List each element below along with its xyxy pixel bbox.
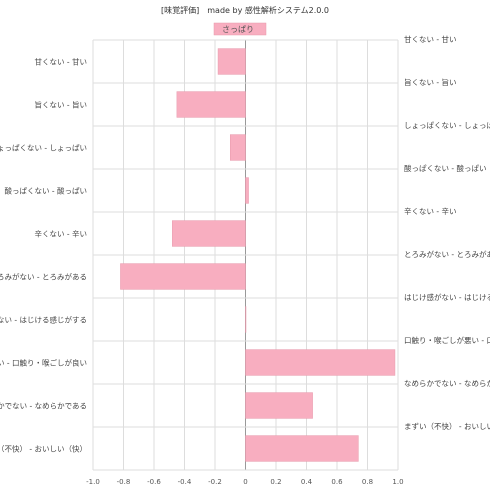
bar[interactable]	[245, 435, 359, 462]
category-label-left: 酸っぱくない - 酸っぱい	[5, 186, 87, 196]
legend-swatch	[213, 22, 267, 36]
bar[interactable]	[176, 91, 246, 118]
x-tick-label: -0.8	[117, 478, 131, 486]
x-tick-label: -0.2	[208, 478, 222, 486]
bar[interactable]	[245, 349, 396, 376]
category-label-right: 甘くない - 甘い	[404, 34, 456, 44]
bar[interactable]	[217, 48, 246, 75]
bar[interactable]	[245, 392, 313, 419]
chart-title: [味覚評価] made by 感性解析システム2.0.0	[161, 5, 329, 15]
x-axis-ticks: -1.0 -0.8 -0.6 -0.4 -0.2 0 0.2 0.4 0.6 0.8 1.0	[86, 478, 403, 486]
category-label-left: 旨くない - 旨い	[35, 101, 87, 110]
category-label-left: 辛くない - 辛い	[35, 229, 87, 239]
bar[interactable]	[230, 134, 246, 161]
bar[interactable]	[120, 263, 246, 290]
category-label-left: はじけない - はじける感じがする	[0, 315, 87, 325]
x-tick-label: 1.0	[392, 478, 403, 486]
category-label-left: とろみがない - とろみがある	[0, 272, 87, 282]
category-label-right: 口触り・喉ごしが悪い - 口触り・喉ごしが良い	[404, 335, 490, 345]
category-label-right: なめらかでない - なめらかである	[404, 379, 490, 388]
x-tick-label: 0.4	[301, 478, 313, 486]
legend-label: さっぱり	[222, 25, 254, 34]
x-tick-label: 0.6	[331, 478, 343, 486]
category-label-right: 酸っぱくない - 酸っぱい	[404, 163, 486, 173]
x-tick-label: -0.6	[147, 478, 161, 486]
bar[interactable]	[172, 220, 246, 247]
grid	[92, 39, 399, 471]
category-label-left: 甘くない - 甘い	[35, 57, 87, 67]
category-label-right: 辛くない - 辛い	[404, 206, 456, 216]
category-label-left: まずい（不快） - おいしい（快）	[0, 444, 87, 454]
category-label-right: しょっぱくない - しょっぱい	[404, 121, 490, 130]
x-tick-label: -1.0	[86, 478, 100, 486]
category-label-right: まずい（不快） - おいしい（快）	[404, 421, 490, 431]
category-label-left: 口触りが悪い - 口触り・喉ごしが良い	[0, 358, 87, 368]
x-tick-label: 0.2	[270, 478, 281, 486]
category-label-left: なめらかでない - なめらかである	[0, 402, 87, 411]
x-tick-label: 0.8	[362, 478, 373, 486]
bar[interactable]	[245, 306, 247, 333]
bar[interactable]	[245, 177, 249, 204]
bars	[120, 48, 396, 462]
x-tick-label: -0.4	[178, 478, 192, 486]
category-label-left: しょっぱくない - しょっぱい	[0, 144, 87, 153]
category-label-right: はじけ感がない - はじける感じがする	[404, 292, 490, 302]
category-label-right: 旨くない - 旨い	[404, 78, 456, 87]
x-tick-label: 0	[243, 478, 247, 486]
legend[interactable]: さっぱり	[213, 22, 267, 36]
category-label-right: とろみがない - とろみがある	[404, 249, 490, 259]
